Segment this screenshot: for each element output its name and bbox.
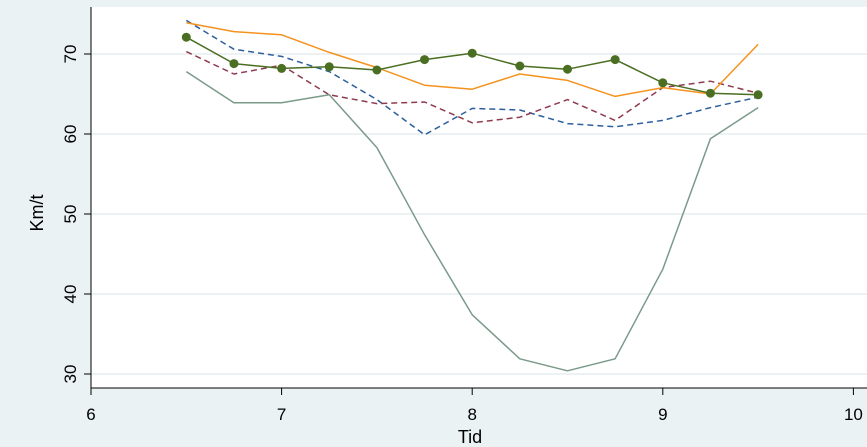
data-point xyxy=(610,55,620,65)
data-point xyxy=(181,32,191,42)
x-tick-label: 7 xyxy=(277,405,286,424)
data-point xyxy=(420,55,430,65)
data-point xyxy=(229,59,239,69)
data-point xyxy=(515,61,525,71)
data-point xyxy=(277,63,287,73)
gridlines xyxy=(91,53,867,375)
x-tick-label: 6 xyxy=(86,405,95,424)
y-tick-label: 50 xyxy=(61,205,80,224)
series-line-1 xyxy=(185,19,759,136)
y-axis-title: Km/t xyxy=(27,194,47,231)
y-tick-label: 30 xyxy=(61,365,80,384)
series-line-3 xyxy=(186,22,759,98)
data-point xyxy=(658,78,668,88)
x-axis-title: Tid xyxy=(458,427,482,447)
data-point xyxy=(467,48,477,58)
x-axis-ticks: 6 7 8 9 10 xyxy=(86,388,863,424)
plot-area xyxy=(91,7,867,388)
data-point xyxy=(753,90,763,100)
x-tick-label: 9 xyxy=(658,405,667,424)
x-tick-label: 10 xyxy=(844,405,863,424)
series-line-4 xyxy=(185,70,759,372)
y-tick-label: 60 xyxy=(61,125,80,144)
data-point xyxy=(563,64,572,74)
data-point xyxy=(705,88,715,98)
series-layer xyxy=(181,19,763,372)
y-tick-label: 70 xyxy=(61,45,80,64)
x-tick-label: 8 xyxy=(467,405,476,424)
data-point xyxy=(324,62,334,72)
y-tick-label: 40 xyxy=(61,285,80,304)
y-axis-ticks: 30 40 50 60 70 xyxy=(61,45,91,384)
data-point xyxy=(372,65,382,75)
